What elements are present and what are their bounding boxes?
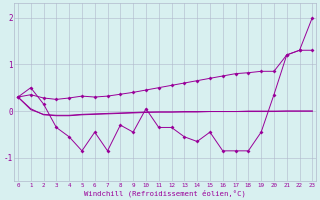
X-axis label: Windchill (Refroidissement éolien,°C): Windchill (Refroidissement éolien,°C): [84, 189, 246, 197]
